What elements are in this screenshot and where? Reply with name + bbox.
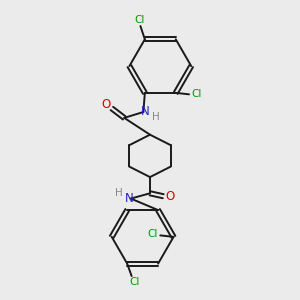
Text: H: H xyxy=(152,112,160,122)
Text: H: H xyxy=(115,188,122,198)
Text: Cl: Cl xyxy=(191,89,202,99)
Text: N: N xyxy=(140,106,149,118)
Text: O: O xyxy=(165,190,174,203)
Text: Cl: Cl xyxy=(148,229,158,239)
Text: O: O xyxy=(101,98,111,111)
Text: Cl: Cl xyxy=(129,278,140,287)
Text: Cl: Cl xyxy=(135,15,145,25)
Text: N: N xyxy=(125,192,134,205)
